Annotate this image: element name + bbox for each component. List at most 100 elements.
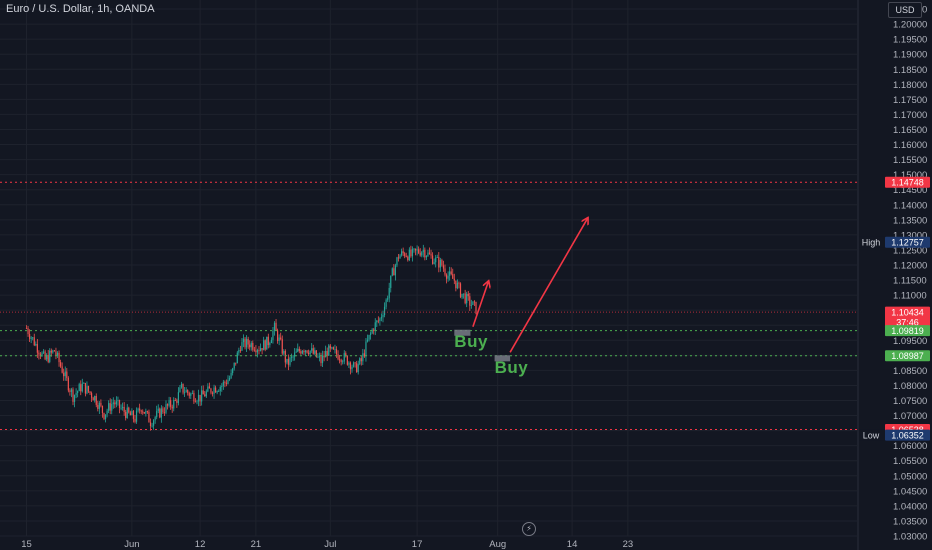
candle-body [475, 301, 477, 314]
lightning-icon[interactable]: ⚡ [522, 522, 536, 536]
candle-body [360, 358, 362, 362]
y-tick-label: 1.19500 [893, 35, 927, 46]
candle-body [159, 408, 161, 418]
candle-body [41, 352, 43, 357]
candle-body [38, 352, 40, 355]
candle-body [184, 392, 186, 394]
low-value-tag [885, 429, 930, 441]
candle-body [143, 412, 145, 414]
candle-body [343, 353, 345, 362]
candle-body [408, 249, 410, 261]
y-tick-label: 1.20000 [893, 20, 927, 31]
candle-body [383, 306, 386, 315]
candle-body [382, 314, 384, 318]
candle-body [104, 414, 107, 420]
candle-body [238, 350, 240, 353]
candle-body [87, 385, 90, 392]
candle-body [289, 357, 291, 365]
candle-body [329, 345, 331, 349]
candle-body [125, 411, 127, 418]
candle-body [284, 350, 286, 363]
candle-body [399, 255, 401, 259]
low-marker-bg [859, 429, 885, 441]
candle-body [298, 348, 300, 352]
y-tick-label: 1.19000 [893, 50, 927, 61]
candle-body [129, 412, 131, 416]
candle-body [391, 268, 393, 276]
y-tick-label: 1.14000 [893, 200, 927, 211]
candle-body [292, 356, 294, 358]
candle-body [58, 352, 60, 363]
candle-body [304, 350, 307, 353]
y-tick-label: 1.07000 [893, 411, 927, 422]
candle-body [433, 262, 435, 264]
candle-body [294, 352, 296, 357]
high-value-label: 1.12757 [891, 238, 924, 248]
candle-body [230, 373, 232, 378]
candle-body [326, 350, 328, 356]
candle-body [100, 402, 102, 406]
candle-body [77, 391, 79, 393]
candle-body [117, 400, 119, 402]
candle-body [215, 387, 217, 393]
candle-body [142, 411, 144, 413]
candle-body [246, 338, 248, 348]
currency-button[interactable]: USD [888, 2, 922, 18]
candle-body [151, 425, 153, 427]
candle-body [332, 347, 334, 350]
candle-body [80, 384, 82, 392]
candle-body [458, 282, 460, 284]
candle-body [424, 249, 426, 258]
level-tag-support-1 [885, 325, 930, 337]
candle-body [157, 408, 159, 411]
countdown-label: 37:46 [896, 318, 919, 328]
candle-body [422, 249, 424, 253]
candle-body [402, 251, 404, 254]
candle-body [334, 349, 336, 350]
candle-body [86, 385, 88, 394]
candle-body [425, 255, 427, 258]
candle-body [418, 249, 420, 253]
y-tick-label: 1.06000 [893, 441, 927, 452]
candle-body [261, 348, 263, 351]
candle-body [55, 351, 57, 356]
candle-body [427, 252, 429, 256]
candle-body [182, 383, 184, 393]
candle-body [290, 356, 293, 358]
candle-body [114, 402, 116, 405]
level-tag-last-price [885, 306, 930, 328]
y-tick-label: 1.13000 [893, 230, 927, 241]
candle-body [366, 339, 369, 342]
high-marker-label: High [862, 238, 881, 248]
candle-body [421, 252, 423, 256]
candle-body [207, 386, 209, 392]
candle-body [218, 391, 220, 392]
candle-body [287, 358, 290, 365]
candle-body [436, 257, 438, 258]
candle-body [228, 377, 231, 380]
candle-body [25, 328, 28, 330]
candle-body [244, 338, 246, 348]
candle-body [27, 328, 29, 335]
candle-body [160, 408, 162, 418]
x-tick-label: Jul [324, 539, 336, 550]
candle-body [39, 354, 42, 357]
candle-body [270, 339, 272, 343]
candle-body [348, 362, 350, 365]
candle-body [49, 350, 51, 362]
candle-body [60, 362, 62, 367]
buy-label: Buy [454, 332, 488, 351]
candle-body [191, 393, 193, 394]
candle-body [241, 342, 243, 351]
candle-body [91, 393, 93, 398]
candle-body [52, 350, 54, 353]
candle-body [404, 253, 406, 257]
candle-body [242, 338, 245, 343]
candle-body [258, 350, 260, 351]
candle-body [128, 407, 130, 413]
low-value-label: 1.06352 [891, 431, 924, 441]
candle-body [410, 249, 412, 257]
y-tick-label: 1.14500 [893, 185, 927, 196]
candle-body [272, 330, 274, 340]
